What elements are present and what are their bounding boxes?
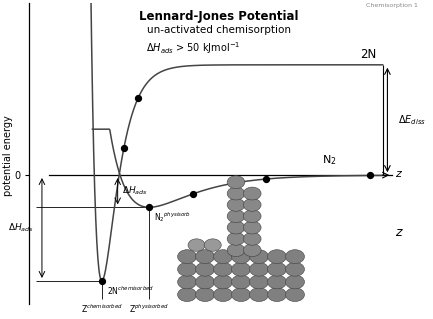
Circle shape: [249, 288, 268, 301]
Circle shape: [243, 233, 261, 245]
Circle shape: [232, 275, 251, 289]
Circle shape: [213, 275, 233, 289]
Circle shape: [243, 244, 261, 256]
Text: $\Delta E_{diss}$: $\Delta E_{diss}$: [398, 113, 427, 127]
Point: [120, 145, 127, 150]
Text: $\Delta H_{ads}$ > 50 kJmol$^{-1}$: $\Delta H_{ads}$ > 50 kJmol$^{-1}$: [146, 41, 241, 56]
Text: Lennard-Jones Potential: Lennard-Jones Potential: [139, 10, 298, 23]
Text: $\Delta H_{ads}$: $\Delta H_{ads}$: [123, 185, 149, 197]
Point: [98, 278, 105, 283]
Circle shape: [268, 250, 287, 263]
Text: 2N$^{chemisorbed}$: 2N$^{chemisorbed}$: [107, 284, 154, 297]
Circle shape: [243, 210, 261, 223]
Circle shape: [196, 250, 214, 263]
Circle shape: [227, 187, 245, 200]
Point: [190, 191, 197, 196]
Circle shape: [213, 288, 233, 301]
Circle shape: [213, 263, 233, 276]
Circle shape: [243, 221, 261, 234]
Circle shape: [268, 288, 287, 301]
Text: un-activated chemisorption: un-activated chemisorption: [147, 25, 291, 34]
Circle shape: [249, 275, 268, 289]
Circle shape: [285, 288, 304, 301]
Circle shape: [188, 239, 205, 251]
Circle shape: [196, 275, 214, 289]
Circle shape: [268, 275, 287, 289]
Circle shape: [232, 263, 251, 276]
Text: Z$^{physisorbed}$: Z$^{physisorbed}$: [129, 303, 169, 315]
Circle shape: [227, 233, 245, 245]
Text: N$_2$$^{physisorb}$: N$_2$$^{physisorb}$: [154, 210, 191, 224]
Circle shape: [268, 263, 287, 276]
Circle shape: [227, 210, 245, 223]
Point: [367, 173, 374, 178]
Circle shape: [178, 263, 197, 276]
Point: [135, 95, 142, 100]
Circle shape: [227, 198, 245, 211]
Circle shape: [196, 263, 214, 276]
Point: [146, 205, 153, 210]
Circle shape: [178, 275, 197, 289]
Text: z: z: [395, 169, 401, 179]
Circle shape: [249, 263, 268, 276]
Text: Z$^{chemisorbed}$: Z$^{chemisorbed}$: [81, 303, 123, 315]
Y-axis label: potential energy: potential energy: [3, 115, 13, 196]
Circle shape: [196, 288, 214, 301]
Circle shape: [232, 288, 251, 301]
Circle shape: [178, 288, 197, 301]
Circle shape: [204, 239, 221, 251]
Text: $\Delta H_{ads}$: $\Delta H_{ads}$: [8, 222, 34, 234]
Text: N$_2$: N$_2$: [322, 153, 336, 167]
Circle shape: [227, 221, 245, 234]
Point: [262, 176, 269, 182]
Circle shape: [243, 187, 261, 200]
Circle shape: [213, 250, 233, 263]
Text: Chemisorption 1: Chemisorption 1: [365, 3, 417, 8]
Circle shape: [285, 263, 304, 276]
Circle shape: [232, 250, 251, 263]
Circle shape: [227, 176, 245, 189]
Circle shape: [178, 250, 197, 263]
Text: z: z: [395, 226, 402, 239]
Circle shape: [243, 198, 261, 211]
Circle shape: [227, 244, 245, 256]
Circle shape: [249, 250, 268, 263]
Text: 2N: 2N: [361, 48, 377, 61]
Circle shape: [285, 250, 304, 263]
Circle shape: [285, 275, 304, 289]
